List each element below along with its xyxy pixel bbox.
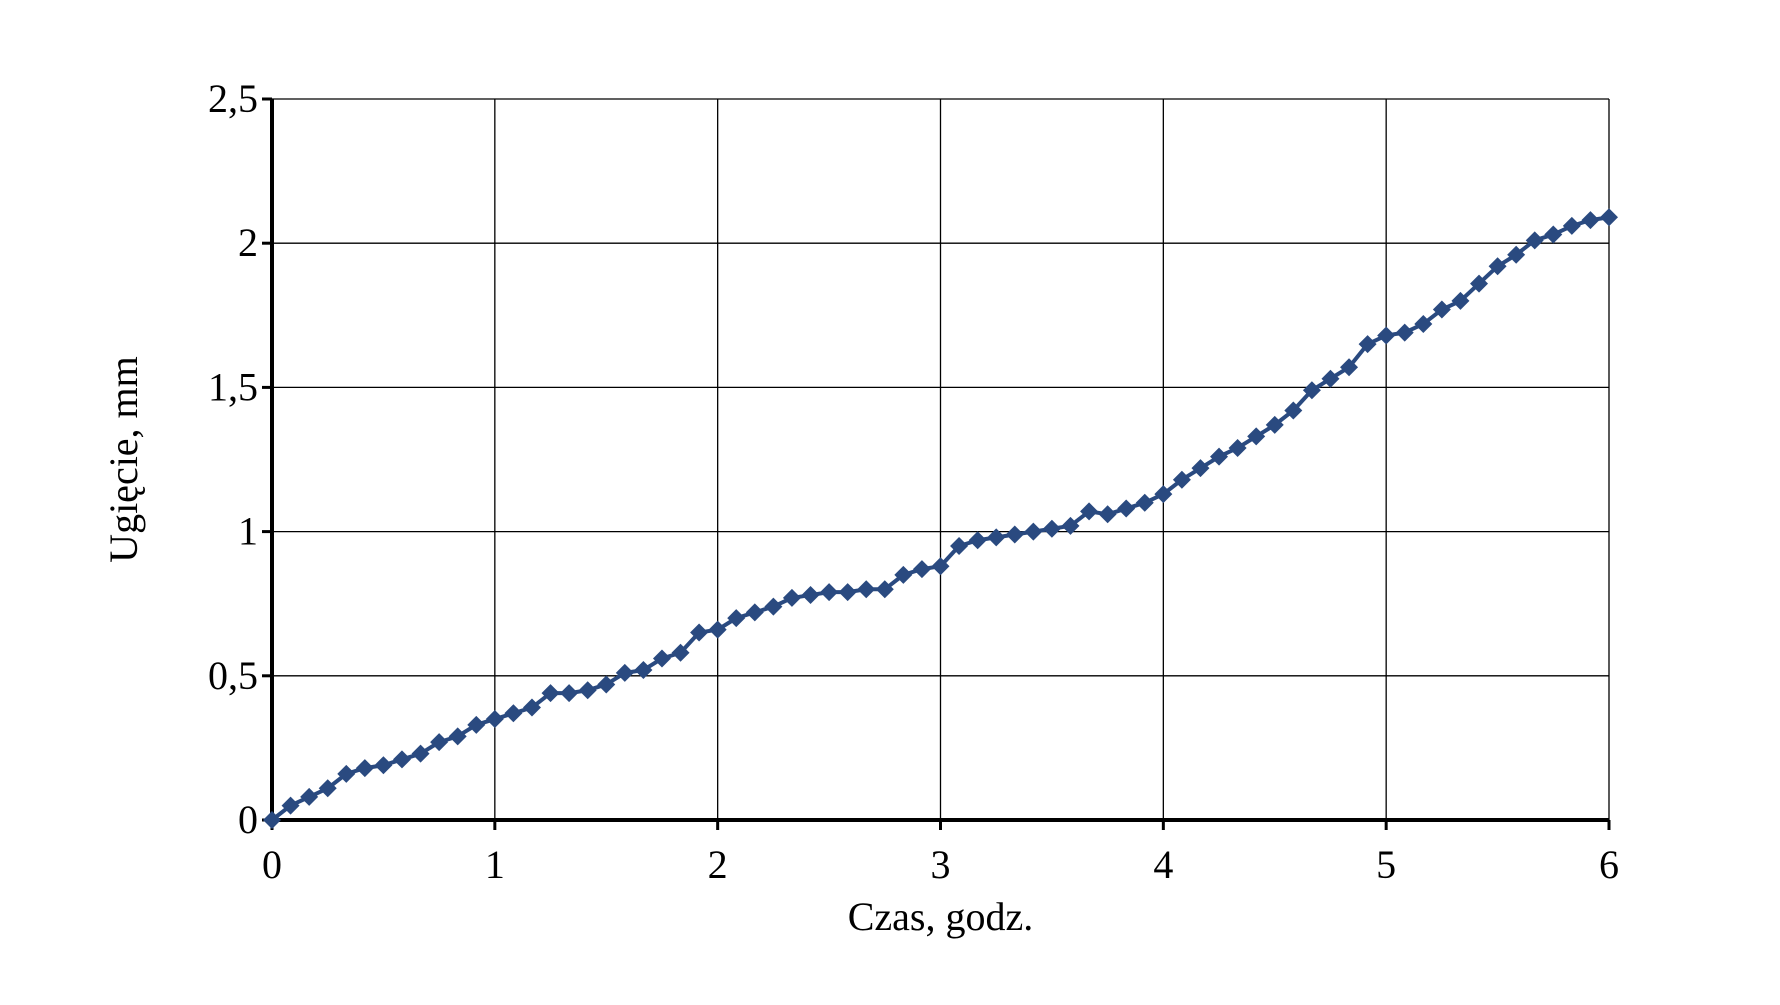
data-point-marker bbox=[1377, 326, 1396, 345]
data-point-marker bbox=[1600, 208, 1618, 227]
data-point-marker bbox=[615, 663, 634, 682]
data-point-marker bbox=[1562, 216, 1581, 235]
data-point-marker bbox=[1005, 525, 1024, 544]
data-point-marker bbox=[411, 744, 430, 763]
data-point-marker bbox=[894, 565, 913, 584]
data-point-marker bbox=[281, 796, 300, 815]
grid bbox=[271, 98, 1610, 821]
data-point-marker bbox=[782, 588, 801, 607]
data-point-marker bbox=[690, 623, 709, 642]
data-point-marker bbox=[857, 580, 876, 599]
data-point-marker bbox=[1321, 369, 1340, 388]
x-tick-label: 1 bbox=[485, 842, 505, 887]
x-tick-label: 6 bbox=[1599, 842, 1619, 887]
data-point-marker bbox=[355, 759, 374, 778]
y-tick-label: 1,5 bbox=[208, 364, 258, 409]
data-point-marker bbox=[1414, 314, 1433, 333]
data-point-marker bbox=[1210, 447, 1229, 466]
x-tick-label: 3 bbox=[931, 842, 951, 887]
data-point-marker bbox=[1302, 381, 1321, 400]
data-point-marker bbox=[1080, 502, 1099, 521]
data-point-marker bbox=[1265, 415, 1284, 434]
data-point-marker bbox=[1284, 401, 1303, 420]
data-point-marker bbox=[634, 661, 653, 680]
data-point-marker bbox=[263, 811, 281, 829]
data-point-marker bbox=[1544, 225, 1563, 244]
data-point-marker bbox=[1432, 300, 1451, 319]
data-point-marker bbox=[1172, 470, 1191, 489]
data-series bbox=[263, 208, 1618, 829]
data-point-marker bbox=[1042, 519, 1061, 538]
data-point-marker bbox=[764, 597, 783, 616]
data-point-marker bbox=[1061, 516, 1080, 535]
data-point-marker bbox=[522, 698, 541, 717]
data-point-marker bbox=[597, 675, 616, 694]
y-tick-label: 2,5 bbox=[208, 76, 258, 121]
data-point-marker bbox=[467, 715, 486, 734]
x-axis-title: Czas, godz. bbox=[848, 894, 1034, 939]
data-point-marker bbox=[652, 649, 671, 668]
data-point-marker bbox=[801, 586, 820, 605]
data-point-marker bbox=[1525, 231, 1544, 250]
y-tick-label: 0 bbox=[238, 797, 258, 842]
y-tick-label: 2 bbox=[238, 220, 258, 265]
data-point-marker bbox=[1507, 245, 1526, 264]
axes bbox=[262, 97, 1611, 830]
data-point-marker bbox=[485, 710, 504, 729]
data-point-marker bbox=[1024, 522, 1043, 541]
data-point-marker bbox=[1154, 485, 1173, 504]
data-point-marker bbox=[875, 580, 894, 599]
data-point-marker bbox=[1470, 274, 1489, 293]
data-point-marker bbox=[727, 609, 746, 628]
data-point-marker bbox=[968, 531, 987, 550]
data-point-marker bbox=[1247, 427, 1266, 446]
data-point-marker bbox=[671, 643, 690, 662]
data-point-marker bbox=[1488, 257, 1507, 276]
x-tick-label: 4 bbox=[1153, 842, 1173, 887]
data-point-marker bbox=[337, 764, 356, 783]
data-point-marker bbox=[1098, 505, 1117, 524]
data-point-marker bbox=[541, 684, 560, 703]
y-tick-label: 0,5 bbox=[208, 653, 258, 698]
data-point-marker bbox=[1395, 323, 1414, 342]
data-point-marker bbox=[1228, 438, 1247, 457]
data-point-marker bbox=[318, 779, 337, 798]
data-point-marker bbox=[950, 537, 969, 556]
x-tick-label: 2 bbox=[708, 842, 728, 887]
data-point-marker bbox=[1117, 499, 1136, 518]
data-point-marker bbox=[504, 704, 523, 723]
y-tick-label: 1 bbox=[238, 509, 258, 554]
tick-labels: 0 0,5 1 1,5 2 2,5 0 1 2 3 4 5 6 bbox=[208, 76, 1619, 887]
data-point-marker bbox=[931, 557, 950, 576]
data-point-marker bbox=[1358, 335, 1377, 354]
data-point-marker bbox=[430, 733, 449, 752]
data-point-marker bbox=[1191, 459, 1210, 478]
data-point-marker bbox=[820, 583, 839, 602]
data-point-marker bbox=[745, 603, 764, 622]
data-point-marker bbox=[448, 727, 467, 746]
data-point-marker bbox=[578, 681, 597, 700]
data-point-marker bbox=[912, 560, 931, 579]
data-point-marker bbox=[1451, 291, 1470, 310]
data-point-marker bbox=[1135, 493, 1154, 512]
data-point-marker bbox=[560, 684, 579, 703]
data-point-marker bbox=[838, 583, 857, 602]
data-point-marker bbox=[987, 528, 1006, 547]
x-tick-label: 5 bbox=[1376, 842, 1396, 887]
data-point-marker bbox=[708, 620, 727, 639]
data-point-marker bbox=[374, 756, 393, 775]
data-point-marker bbox=[392, 750, 411, 769]
data-point-marker bbox=[1581, 211, 1600, 230]
data-point-marker bbox=[1340, 358, 1359, 377]
y-axis-title: Ugięcie, mm bbox=[101, 356, 146, 563]
x-tick-label: 0 bbox=[262, 842, 282, 887]
data-point-marker bbox=[300, 787, 319, 806]
